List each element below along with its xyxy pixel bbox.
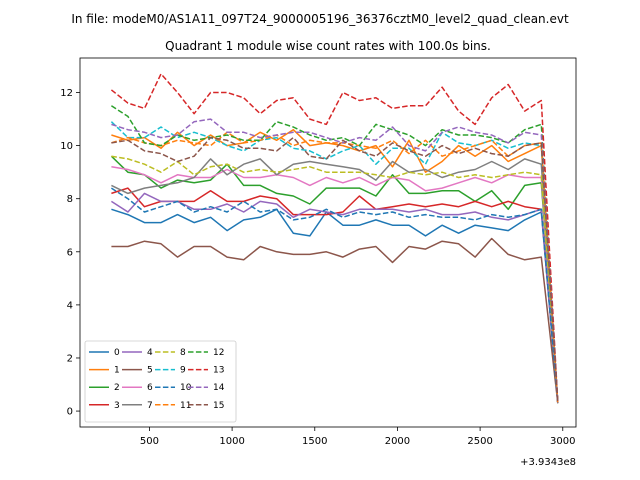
legend-label-3: 3 — [114, 401, 120, 411]
y-tick-label-10: 10 — [60, 141, 73, 152]
series-line-12 — [110, 105, 559, 404]
x-tick-label-1500: 1500 — [302, 436, 327, 447]
y-tick-label-12: 12 — [60, 88, 73, 99]
y-tick-label-2: 2 — [67, 353, 73, 364]
legend-label-12: 12 — [213, 348, 224, 358]
legend-label-6: 6 — [147, 383, 153, 393]
y-tick-label-8: 8 — [67, 194, 73, 205]
legend-label-2: 2 — [114, 383, 120, 393]
series-line-10 — [110, 187, 559, 404]
legend-label-15: 15 — [213, 401, 224, 411]
series-line-8 — [111, 155, 559, 404]
series-line-0 — [111, 208, 559, 404]
legend-box — [84, 340, 237, 423]
series-layer — [110, 73, 559, 404]
x-tick-label-500: 500 — [140, 436, 159, 447]
legend-label-9: 9 — [180, 366, 186, 376]
series-line-5 — [111, 237, 559, 404]
y-tick-label-6: 6 — [67, 247, 73, 258]
y-tick-label-4: 4 — [67, 300, 73, 311]
legend-label-8: 8 — [180, 348, 186, 358]
x-tick-label-3000: 3000 — [550, 436, 575, 447]
series-line-6 — [111, 166, 559, 404]
legend-label-10: 10 — [180, 383, 192, 393]
x-offset-label: +3.9343e8 — [520, 457, 576, 468]
legend-label-11: 11 — [180, 401, 191, 411]
series-line-15 — [111, 136, 559, 404]
legend-label-14: 14 — [213, 383, 225, 393]
legend-label-7: 7 — [147, 401, 153, 411]
plot-area — [79, 57, 577, 428]
series-line-14 — [111, 118, 559, 404]
legend-label-13: 13 — [213, 366, 224, 376]
x-tick-label-2500: 2500 — [467, 436, 492, 447]
legend-label-4: 4 — [147, 348, 153, 358]
x-tick-label-2000: 2000 — [385, 436, 410, 447]
series-line-2 — [110, 155, 559, 404]
x-tick-label-1000: 1000 — [219, 436, 244, 447]
chart-title: Quadrant 1 module wise count rates with … — [165, 39, 491, 53]
series-line-11 — [111, 131, 559, 404]
legend-label-5: 5 — [147, 366, 153, 376]
series-line-13 — [110, 73, 559, 404]
legend-label-1: 1 — [114, 366, 120, 376]
legend-label-0: 0 — [114, 348, 120, 358]
suptitle: In file: modeM0/AS1A11_097T24_9000005196… — [71, 12, 569, 26]
series-line-7 — [111, 158, 559, 404]
y-tick-label-0: 0 — [67, 407, 73, 418]
